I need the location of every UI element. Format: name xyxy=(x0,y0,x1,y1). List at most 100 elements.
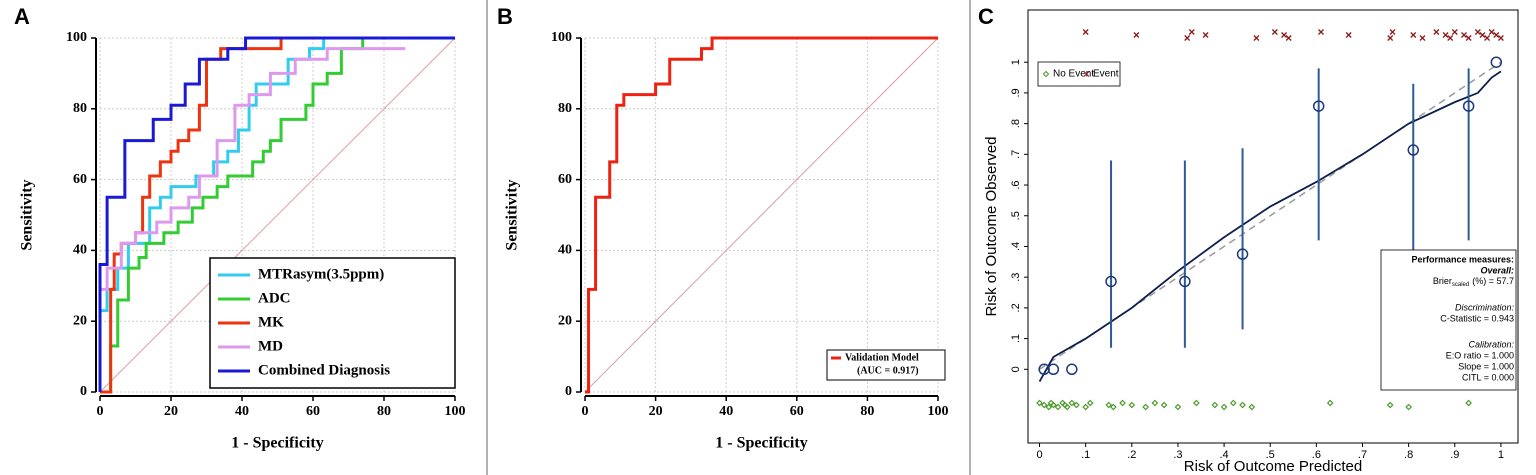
event-marker xyxy=(1465,35,1472,41)
group-point xyxy=(1236,248,1249,260)
no-event-marker xyxy=(1073,401,1080,409)
no-event-marker xyxy=(1119,399,1126,407)
event-marker xyxy=(1493,32,1500,38)
x-tick-label: .8 xyxy=(1404,449,1413,461)
no-event-marker xyxy=(1086,399,1094,407)
legend-label: MTRasym(3.5ppm) xyxy=(258,266,384,282)
x-tick-label: .9 xyxy=(1450,449,1459,461)
legend-swatch xyxy=(1042,70,1050,78)
y-tick-label: 80 xyxy=(558,101,572,116)
event-marker xyxy=(1497,35,1504,41)
x-tick-label: .7 xyxy=(1358,449,1367,461)
y-tick-label: .8 xyxy=(1010,119,1022,128)
y-tick-label: 60 xyxy=(558,172,572,187)
performance-box xyxy=(1380,249,1517,391)
event-marker xyxy=(1188,29,1195,35)
y-tick-label: .1 xyxy=(1010,334,1022,343)
roc-line xyxy=(100,36,455,394)
y-tick-label: .4 xyxy=(1010,242,1022,251)
event-marker xyxy=(1474,29,1481,35)
no-event-marker xyxy=(1229,399,1237,407)
event-marker xyxy=(1271,29,1278,35)
x-tick-label: .6 xyxy=(1312,449,1321,461)
event-marker xyxy=(1433,29,1440,35)
y-tick-label: .2 xyxy=(1010,303,1022,312)
brier-label: Brier xyxy=(1433,276,1452,286)
no-event-marker xyxy=(1386,401,1394,409)
no-event-marker xyxy=(1193,399,1200,407)
performance-text: CITL = 0.000 xyxy=(1462,372,1514,382)
y-tick-label: 100 xyxy=(551,30,572,45)
legend-label: MK xyxy=(258,314,284,330)
y-tick-label: 0 xyxy=(80,384,87,399)
x-axis-label: 1 - Specificity xyxy=(231,435,323,452)
event-marker xyxy=(1253,35,1260,41)
event-marker xyxy=(1451,29,1458,35)
x-tick-label: 80 xyxy=(377,404,391,419)
no-event-marker xyxy=(1068,399,1076,407)
legend-label: ADC xyxy=(258,290,291,306)
no-event-marker xyxy=(1105,401,1113,409)
no-event-marker xyxy=(1220,403,1228,411)
no-event-marker xyxy=(1151,399,1159,407)
event-marker xyxy=(1447,35,1454,41)
y-tick-label: 40 xyxy=(73,243,87,258)
ideal-line xyxy=(1039,61,1502,370)
no-event-marker xyxy=(1054,403,1062,411)
x-tick-label: 60 xyxy=(790,404,804,419)
x-axis-label: 1 - Specificity xyxy=(715,435,807,452)
y-axis-label: Sensitivity xyxy=(19,179,36,250)
group-point xyxy=(1066,363,1078,376)
legend-label: Validation Model xyxy=(845,352,919,363)
brier-subscript: scaled xyxy=(1452,282,1469,288)
no-event-marker xyxy=(1063,403,1071,411)
no-event-marker xyxy=(1160,401,1168,409)
event-marker xyxy=(1488,29,1495,35)
y-tick-label: 40 xyxy=(558,243,572,258)
roc-line xyxy=(98,36,455,392)
group-point xyxy=(1407,144,1420,156)
x-tick-label: 60 xyxy=(306,404,320,419)
group-point xyxy=(1312,100,1325,112)
legend-label: MD xyxy=(258,338,283,354)
no-event-marker xyxy=(1326,399,1334,407)
performance-text: Performance measures: xyxy=(1411,254,1514,264)
event-marker xyxy=(1345,32,1352,38)
panel: A 0 20 40 60 80 100 0 20 40 60 80 100 1 - Specificity… xyxy=(14,4,466,452)
group-point xyxy=(1179,275,1191,288)
no-event-marker xyxy=(1040,401,1048,409)
x-tick-label: .3 xyxy=(1173,449,1182,461)
event-marker xyxy=(1082,29,1089,35)
group-point xyxy=(1105,275,1117,288)
y-tick-label: 20 xyxy=(73,313,87,328)
performance-text: Slope = 1.000 xyxy=(1458,361,1514,371)
no-event-marker xyxy=(1110,403,1117,411)
group-point xyxy=(1038,363,1050,376)
y-tick-label: .7 xyxy=(1010,150,1022,159)
legend-box xyxy=(826,349,946,381)
no-event-marker xyxy=(1142,403,1150,411)
event-marker xyxy=(1281,32,1288,38)
no-event-marker xyxy=(1248,403,1256,411)
event-marker xyxy=(1133,32,1140,38)
x-tick-label: 0 xyxy=(97,404,104,419)
no-event-marker xyxy=(1239,401,1246,409)
x-tick-label: 80 xyxy=(860,404,874,419)
y-tick-label: 100 xyxy=(66,30,87,45)
legend-label: Event xyxy=(1093,69,1119,80)
performance-text: C-Statistic = 0.943 xyxy=(1440,313,1514,323)
legend-box xyxy=(1037,61,1121,87)
x-tick-label: 20 xyxy=(164,404,178,419)
x-tick-label: 40 xyxy=(235,404,249,419)
annotation: (AUC = 0.917) xyxy=(857,365,919,376)
performance-text: Discrimination: xyxy=(1455,302,1515,312)
no-event-marker xyxy=(1211,401,1219,409)
roc-line xyxy=(585,36,938,394)
event-marker xyxy=(1419,35,1426,41)
panel: B 0 20 40 60 80 100 0 20 40 60 80 100 1 - Specificity… xyxy=(497,4,949,452)
panel-label: A xyxy=(14,4,30,29)
x-axis-label: Risk of Outcome Predicted xyxy=(1184,458,1362,475)
legend-label: No Event xyxy=(1053,69,1094,80)
no-event-marker xyxy=(1045,403,1053,411)
